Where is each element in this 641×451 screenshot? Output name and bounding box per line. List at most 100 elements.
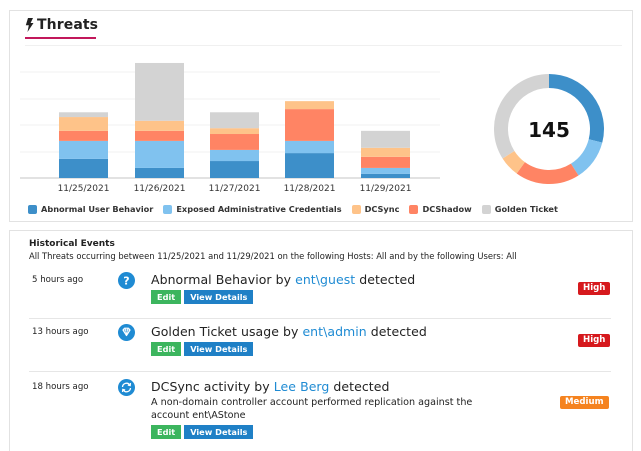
bar-segment[interactable] xyxy=(285,140,334,154)
legend-swatch xyxy=(409,204,419,214)
event-user-link[interactable]: Lee Berg xyxy=(273,379,330,394)
threats-title-text: Threats xyxy=(37,17,99,33)
headline-text: Golden Ticket usage by xyxy=(151,324,303,339)
event-actions: Edit View Details xyxy=(151,425,511,439)
severity-badge: High xyxy=(578,334,611,347)
donut-segment[interactable] xyxy=(570,138,603,176)
bar-segment[interactable] xyxy=(59,158,108,178)
bar-chart-canvas: 11/25/2021 11/26/2021 11/27/2021 11/28/2021… xyxy=(20,62,440,194)
threats-title: Threats xyxy=(25,17,98,33)
legend-swatch xyxy=(481,204,491,214)
headline-text: Abnormal Behavior by xyxy=(151,272,296,287)
event-description: A non-domain controller account performe… xyxy=(151,397,473,421)
event-time: 5 hours ago xyxy=(32,275,84,285)
bar-segment[interactable] xyxy=(361,147,410,157)
bar-segment[interactable] xyxy=(135,167,184,178)
severity-badge: Medium xyxy=(560,396,609,409)
bar-segment[interactable] xyxy=(361,156,410,168)
x-axis-tick-label: 11/25/2021 xyxy=(58,184,110,194)
legend-item-dcsync[interactable]: DCSync xyxy=(351,204,400,214)
bar-segment[interactable] xyxy=(285,101,334,110)
bar-segment[interactable] xyxy=(361,130,410,148)
donut-segment[interactable] xyxy=(516,161,579,184)
bolt-icon xyxy=(25,18,34,32)
legend-label: Golden Ticket xyxy=(494,204,558,214)
headline-text: detected xyxy=(329,379,390,394)
threats-title-wrap: Threats xyxy=(25,17,98,39)
donut-total: 145 xyxy=(528,118,570,142)
historical-events-filter-summary: All Threats occurring between 11/25/2021… xyxy=(29,251,517,261)
bar-segment[interactable] xyxy=(210,112,259,129)
chart-legend: Abnormal User Behavior Exposed Administr… xyxy=(28,204,558,214)
bar-segment[interactable] xyxy=(135,62,184,121)
bar-segment[interactable] xyxy=(210,128,259,135)
legend-label: Exposed Administrative Credentials xyxy=(176,204,342,214)
edit-button[interactable]: Edit xyxy=(151,425,182,439)
edit-button[interactable]: Edit xyxy=(151,342,182,356)
bar-segment[interactable] xyxy=(210,161,259,178)
event-actions: Edit View Details xyxy=(151,290,415,304)
legend-label: DCSync xyxy=(364,204,400,214)
donut-canvas: 145 xyxy=(494,74,604,184)
sync-icon xyxy=(118,379,135,396)
threats-panel: Threats 11/25/2021 11/26/2021 11/27/2021 11… xyxy=(9,10,633,222)
bar-segment[interactable] xyxy=(361,167,410,174)
title-divider xyxy=(25,45,622,46)
bar-segment[interactable] xyxy=(59,130,108,141)
legend-item-golden-ticket[interactable]: Golden Ticket xyxy=(481,204,558,214)
bar-segment[interactable] xyxy=(361,173,410,178)
legend-item-exposed[interactable]: Exposed Administrative Credentials xyxy=(163,204,342,214)
severity-badge: High xyxy=(578,282,611,295)
donut-segment[interactable] xyxy=(548,74,604,143)
legend-swatch xyxy=(28,204,37,214)
bar-segment[interactable] xyxy=(59,117,108,131)
donut-segment[interactable] xyxy=(502,150,526,174)
headline-text: detected xyxy=(366,324,427,339)
headline-text: detected xyxy=(355,272,416,287)
question-icon: ? xyxy=(118,272,135,289)
bar-segment[interactable] xyxy=(210,134,259,150)
bar-segment[interactable] xyxy=(59,112,108,118)
event-divider xyxy=(29,318,611,319)
event-divider xyxy=(29,371,611,372)
event-row: 18 hours ago DCSync activity by Lee Berg… xyxy=(10,374,620,451)
bar-segment[interactable] xyxy=(135,130,184,141)
legend-item-dcshadow[interactable]: DCShadow xyxy=(409,204,472,214)
historical-events-title: Historical Events xyxy=(29,239,115,249)
x-axis-tick-label: 11/26/2021 xyxy=(134,184,186,194)
event-headline: DCSync activity by Lee Berg detected xyxy=(151,379,511,394)
event-main: DCSync activity by Lee Berg detected A n… xyxy=(151,379,511,439)
legend-label: Abnormal User Behavior xyxy=(41,204,154,214)
bar-segment[interactable] xyxy=(135,140,184,168)
bar-segment[interactable] xyxy=(285,153,334,178)
donut-segment[interactable] xyxy=(494,74,550,159)
event-time: 13 hours ago xyxy=(32,327,89,337)
bar-segment[interactable] xyxy=(135,120,184,131)
x-axis-tick-label: 11/28/2021 xyxy=(284,184,336,194)
event-user-link[interactable]: ent\admin xyxy=(302,324,367,339)
event-user-link[interactable]: ent\guest xyxy=(295,272,356,287)
event-headline: Golden Ticket usage by ent\admin detecte… xyxy=(151,324,427,339)
view-details-button[interactable]: View Details xyxy=(184,425,254,439)
event-main: Golden Ticket usage by ent\admin detecte… xyxy=(151,324,427,356)
title-underline xyxy=(25,37,96,39)
event-time: 18 hours ago xyxy=(32,382,89,392)
bar-segment[interactable] xyxy=(285,109,334,141)
event-headline: Abnormal Behavior by ent\guest detected xyxy=(151,272,415,287)
edit-button[interactable]: Edit xyxy=(151,290,182,304)
view-details-button[interactable]: View Details xyxy=(184,342,254,356)
bar-segment[interactable] xyxy=(210,149,259,162)
event-main: Abnormal Behavior by ent\guest detected … xyxy=(151,272,415,304)
event-row: 5 hours ago ? Abnormal Behavior by ent\g… xyxy=(10,267,620,319)
historical-events-panel: Historical Events All Threats occurring … xyxy=(9,230,633,451)
svg-text:?: ? xyxy=(123,275,129,288)
legend-item-abnormal[interactable]: Abnormal User Behavior xyxy=(28,204,153,214)
headline-text: DCSync activity by xyxy=(151,379,274,394)
x-axis-tick-label: 11/29/2021 xyxy=(360,184,412,194)
event-actions: Edit View Details xyxy=(151,342,427,356)
x-axis-tick-label: 11/27/2021 xyxy=(209,184,261,194)
legend-label: DCShadow xyxy=(422,204,472,214)
bar-segment[interactable] xyxy=(59,140,108,159)
view-details-button[interactable]: View Details xyxy=(184,290,254,304)
legend-swatch xyxy=(163,204,173,214)
